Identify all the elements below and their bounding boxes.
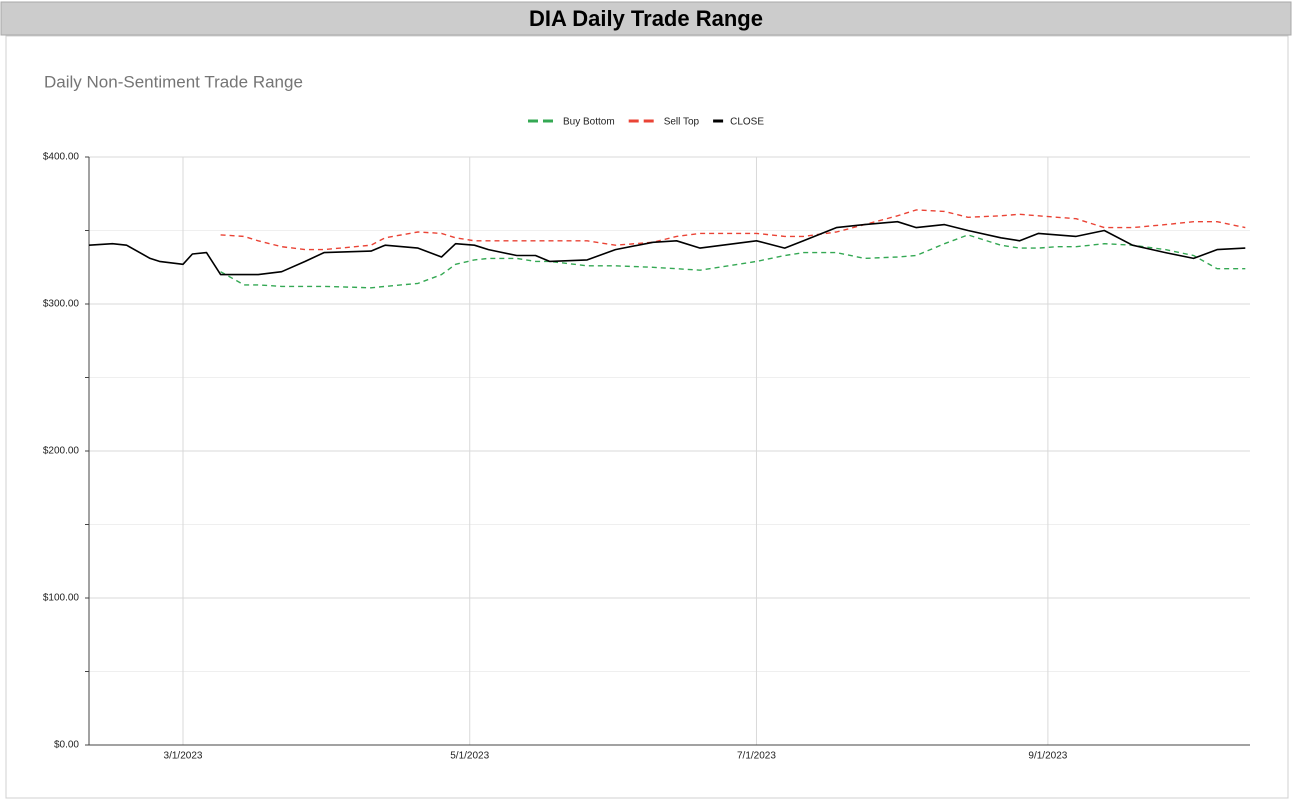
legend-label: Buy Bottom <box>563 117 615 128</box>
header-title: DIA Daily Trade Range <box>529 6 763 31</box>
y-tick-label: $300.00 <box>43 299 80 310</box>
y-tick-label: $100.00 <box>43 593 80 604</box>
header-bar <box>0 1 1292 36</box>
y-tick-label: $200.00 <box>43 446 80 457</box>
x-tick-label: 7/1/2023 <box>737 751 776 762</box>
chart-frame <box>5 35 1289 799</box>
series-line <box>220 234 1246 289</box>
x-tick-label: 9/1/2023 <box>1028 751 1067 762</box>
series-line <box>220 209 1246 251</box>
y-tick-label: $0.00 <box>54 740 79 751</box>
x-tick-label: 5/1/2023 <box>450 751 489 762</box>
legend-label: CLOSE <box>730 117 764 128</box>
y-tick-label: $400.00 <box>43 152 80 163</box>
x-tick-label: 3/1/2023 <box>164 751 203 762</box>
legend-label: Sell Top <box>664 117 700 128</box>
series-line <box>88 220 1246 276</box>
chart-title: Daily Non-Sentiment Trade Range <box>44 72 303 91</box>
